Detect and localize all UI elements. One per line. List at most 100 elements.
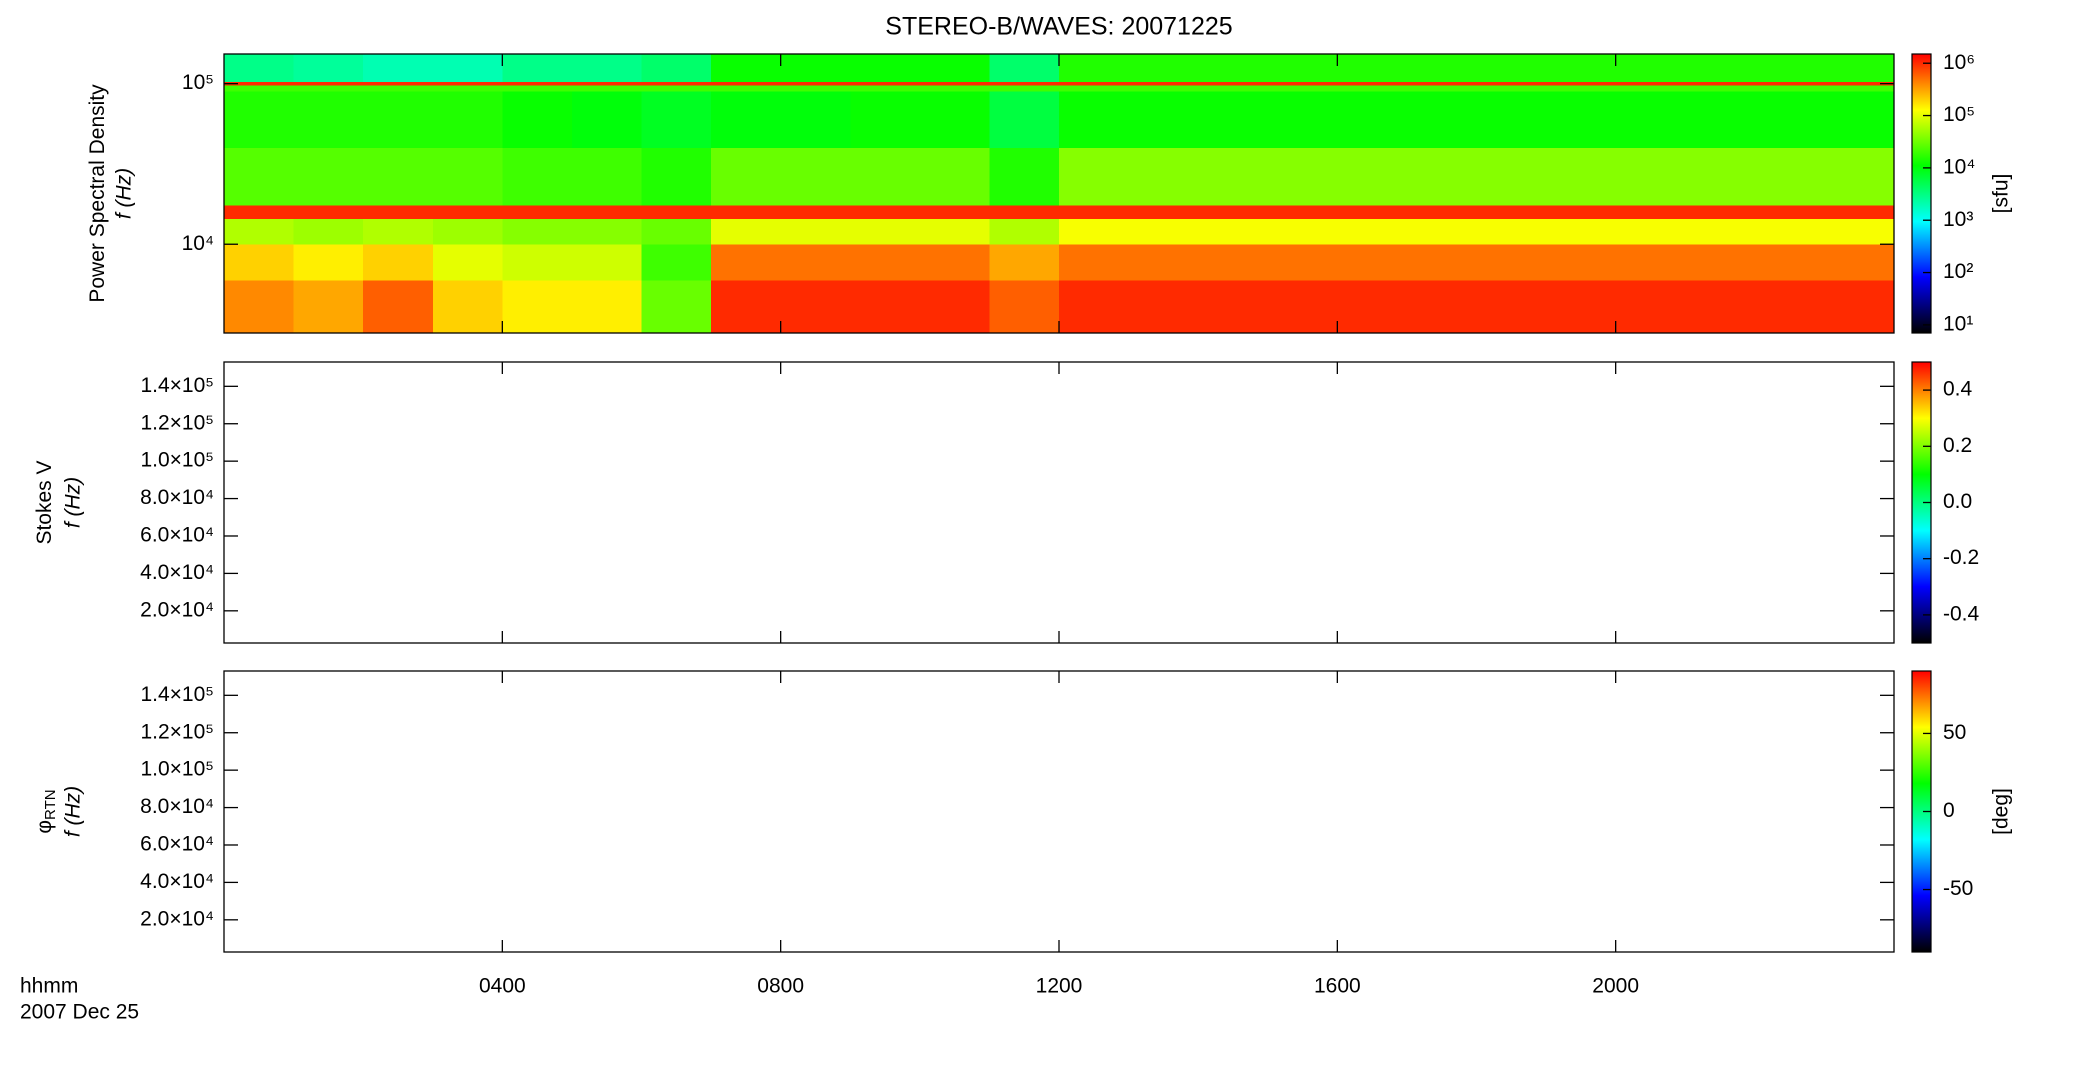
heatmap-cell [1267,85,1338,92]
heatmap-cell [1267,205,1338,219]
heatmap-cell [363,54,434,83]
heatmap-cell [224,244,295,281]
heatmap-cell [1198,244,1269,281]
heatmap-cell [571,91,642,149]
heatmap-cell [1059,205,1130,219]
heatmap-cell [1546,218,1617,245]
y-axis-label-text: Stokes V [33,460,56,544]
heatmap-cell [1128,81,1199,86]
y-tick-label: 4.0×10⁴ [140,870,214,893]
heatmap-cell [919,205,990,219]
heatmap-cell [1198,85,1269,92]
heatmap-cell [989,244,1060,281]
heatmap-cell [363,218,434,245]
heatmap-cell [1476,205,1547,219]
colorbar-tick-label: 10² [1943,260,1973,283]
heatmap-cell [571,218,642,245]
heatmap-cell [1754,244,1825,281]
heatmap-cell [1198,147,1269,206]
heatmap-cell [1059,147,1130,206]
heatmap-cell [780,81,851,86]
heatmap-cell [224,218,295,245]
heatmap-cell [363,244,434,281]
heatmap-cell [1406,205,1477,219]
heatmap-cell [571,279,642,334]
heatmap-cell [711,147,782,206]
heatmap-cell [919,218,990,245]
heatmap-cell [1685,81,1756,86]
heatmap-cell [919,147,990,206]
heatmap-cell [1059,85,1130,92]
heatmap-cell [1476,91,1547,149]
heatmap-cell [224,85,295,92]
heatmap-cell [363,91,434,149]
heatmap-cell [502,147,573,206]
heatmap-cell [1267,81,1338,86]
y-tick-label: 2.0×10⁴ [140,598,214,621]
heatmap-cell [1824,54,1895,83]
heatmap-cell [1337,91,1408,149]
heatmap-cell [1337,54,1408,83]
heatmap-cell [1615,205,1686,219]
colorbar-tick-label: -0.2 [1943,546,1979,569]
heatmap-cell [850,147,921,206]
heatmap-cell [1754,54,1825,83]
colorbar-tick-label: 10⁵ [1943,103,1975,126]
heatmap-cell [641,54,712,83]
heatmap-cell [363,279,434,334]
heatmap-cell [711,54,782,83]
colorbar-tick-label: -0.4 [1943,602,1980,625]
heatmap-cell [1615,218,1686,245]
heatmap-cell [1337,147,1408,206]
heatmap-cell [1615,91,1686,149]
heatmap-cell [1198,279,1269,334]
colorbar-tick-label: -50 [1943,877,1973,900]
heatmap-cell [1198,218,1269,245]
heatmap-cell [293,81,364,86]
heatmap-cell [1546,147,1617,206]
heatmap-cell [432,91,503,149]
heatmap-cell [224,205,295,219]
heatmap-cell [293,147,364,206]
heatmap-cell [1128,244,1199,281]
heatmap-cell [1685,244,1756,281]
heatmap-cell [1406,147,1477,206]
heatmap-cell [1337,85,1408,92]
heatmap-cell [1615,244,1686,281]
heatmap-cell [850,205,921,219]
y-tick-label: 1.4×10⁵ [140,374,214,397]
heatmap-cell [1546,85,1617,92]
heatmap-cell [1754,279,1825,334]
heatmap-cell [919,85,990,92]
heatmap-cell [1476,279,1547,334]
heatmap-cell [1406,91,1477,149]
y-tick-label: 6.0×10⁴ [140,524,214,547]
heatmap-cell [502,85,573,92]
heatmap-cell [293,218,364,245]
heatmap-cell [1685,205,1756,219]
heatmap-cell [1267,244,1338,281]
heatmap-cell [1406,244,1477,281]
heatmap-cell [1546,91,1617,149]
y-tick-label: 1.2×10⁵ [140,720,214,743]
heatmap-cell [1476,244,1547,281]
heatmap-cell [1754,91,1825,149]
heatmap-cell [1476,85,1547,92]
heatmap-cell [432,54,503,83]
heatmap-cell [1128,91,1199,149]
heatmap-cell [502,279,573,334]
heatmap-cell [641,218,712,245]
heatmap-cell [432,81,503,86]
y-tick-label: 1.4×10⁵ [140,683,214,706]
y-tick-label: 2.0×10⁴ [140,907,214,930]
heatmap-cell [1476,81,1547,86]
heatmap-cell [1267,218,1338,245]
heatmap-cell [1546,244,1617,281]
heatmap-cell [1406,54,1477,83]
y-tick-label: 8.0×10⁴ [140,486,214,509]
heatmap-cell [1476,54,1547,83]
heatmap-cell [1128,279,1199,334]
colorbar-tick-label: 0.0 [1943,490,1972,513]
heatmap-cell [780,218,851,245]
